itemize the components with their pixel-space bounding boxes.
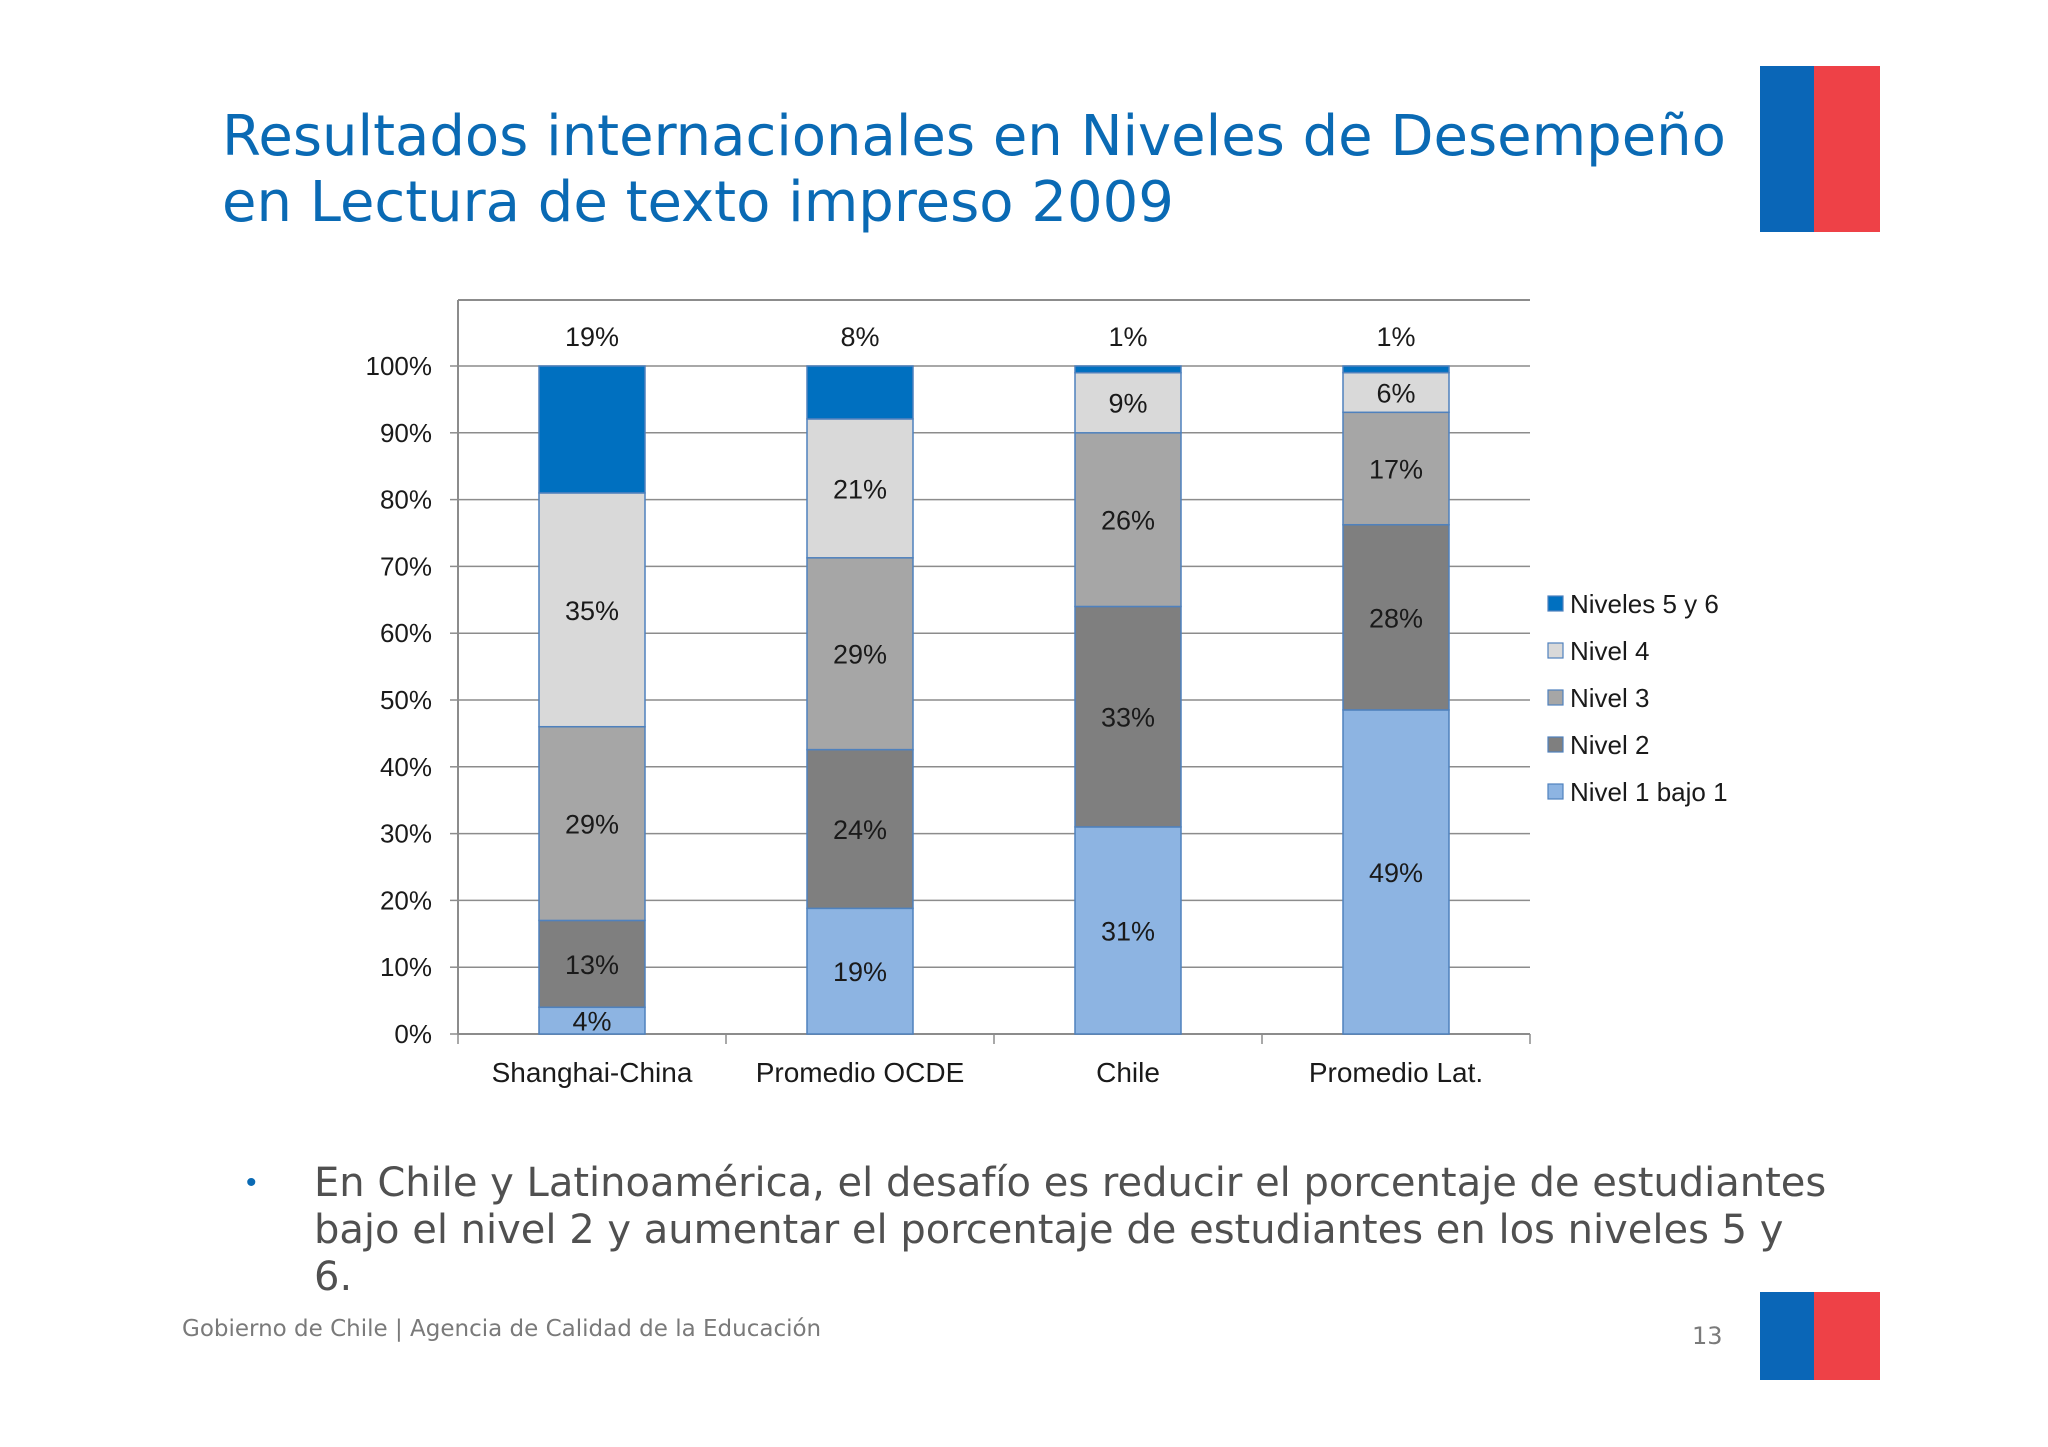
legend-swatch [1547, 642, 1564, 659]
stacked-bar-chart: 0% 10% 20% 30% 40% 50% 60% 70% 80% 90% 100% 4% 13% 29… [366, 299, 1728, 1088]
data-label: 29% [833, 640, 887, 670]
bar-segment [806, 365, 914, 420]
bar-segment [538, 492, 646, 728]
chile-flag-stripe-top [1760, 66, 1880, 232]
footer-text: Gobierno de Chile | Agencia de Calidad d… [182, 1316, 822, 1342]
bar-segment [1342, 411, 1450, 526]
y-tick-label: 60% [380, 618, 432, 648]
data-label: 21% [833, 474, 887, 504]
data-label: 49% [1369, 858, 1423, 888]
data-label: 1% [1376, 322, 1415, 352]
bar-segment [806, 418, 914, 559]
x-category-label: Shanghai-China [492, 1057, 693, 1088]
data-label: 8% [840, 322, 879, 352]
data-label: 31% [1101, 916, 1155, 946]
legend-swatch [1547, 736, 1564, 753]
y-tick-label: 40% [380, 752, 432, 782]
data-label: 19% [565, 322, 619, 352]
y-tick-label: 0% [394, 1019, 432, 1049]
bar-segment [806, 557, 914, 751]
bar-segment [1342, 709, 1450, 1035]
flag-blue-band [1760, 1292, 1814, 1380]
legend-label: Nivel 3 [1570, 683, 1649, 713]
bar-segment [1074, 432, 1182, 608]
y-tick-label: 30% [380, 819, 432, 849]
legend-label: Nivel 2 [1570, 730, 1649, 760]
bar-segment [1074, 365, 1182, 374]
data-label: 13% [565, 950, 619, 980]
bar-segment [806, 748, 914, 910]
bar-segment [1342, 371, 1450, 414]
bar-segment [1074, 826, 1182, 1035]
data-label: 19% [833, 957, 887, 987]
x-category-label: Promedio OCDE [756, 1057, 965, 1088]
data-label: 28% [1369, 603, 1423, 633]
bar-segment [538, 725, 646, 922]
data-label: 35% [565, 596, 619, 626]
y-tick-label: 50% [380, 685, 432, 715]
bullet-text: En Chile y Latinoamérica, el desafío es … [314, 1160, 1827, 1300]
data-label: 17% [1369, 455, 1423, 485]
bar-segment [1342, 365, 1450, 374]
data-label: 33% [1101, 703, 1155, 733]
legend-swatch [1547, 783, 1564, 800]
legend-label: Niveles 5 y 6 [1570, 589, 1719, 619]
data-label: 29% [565, 810, 619, 840]
x-category-label: Promedio Lat. [1309, 1057, 1483, 1088]
data-label: 24% [833, 815, 887, 845]
bar-segment [1074, 371, 1182, 434]
bar-segment [538, 919, 646, 1009]
bar-segment [538, 365, 646, 494]
y-tick-label: 90% [380, 418, 432, 448]
legend-swatch [1547, 595, 1564, 612]
y-tick-label: 10% [380, 952, 432, 982]
bar-segment [806, 907, 914, 1035]
legend-label: Nivel 1 bajo 1 [1570, 777, 1728, 807]
bullet-dot: • [246, 1166, 257, 1199]
y-tick-label: 70% [380, 551, 432, 581]
slide-title-line-1: Resultados internacionales en Niveles de… [222, 104, 1726, 169]
legend-label: Nivel 4 [1570, 636, 1649, 666]
flag-red-band [1814, 66, 1880, 232]
page-number: 13 [1692, 1322, 1723, 1350]
data-label: 9% [1108, 389, 1147, 419]
data-label: 1% [1108, 322, 1147, 352]
slide-title-line-2: en Lectura de texto impreso 2009 [222, 170, 1174, 235]
y-tick-label: 100% [366, 351, 433, 381]
data-label: 26% [1101, 506, 1155, 536]
flag-red-band [1814, 1292, 1880, 1380]
bar-segment [1342, 523, 1450, 711]
flag-blue-band [1760, 66, 1814, 232]
x-category-label: Chile [1096, 1057, 1160, 1088]
data-label: 6% [1376, 378, 1415, 408]
legend-swatch [1547, 689, 1564, 706]
chile-flag-stripe-bottom [1760, 1292, 1880, 1380]
slide-title: Resultados internacionales en Niveles de… [222, 104, 1726, 236]
y-tick-label: 20% [380, 885, 432, 915]
data-label: 4% [572, 1007, 611, 1037]
y-tick-label: 80% [380, 485, 432, 515]
bar-segment [1074, 605, 1182, 828]
